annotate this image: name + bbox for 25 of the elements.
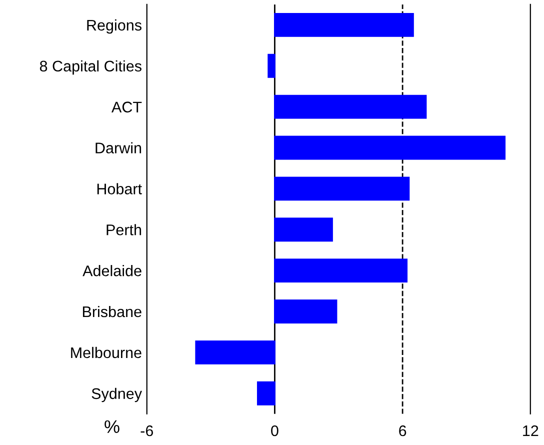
y-tick-label: Darwin [96, 142, 142, 154]
x-tick-label: 0 [271, 425, 278, 436]
y-tick-label: Melbourne [71, 346, 142, 358]
bar [274, 218, 333, 242]
bar [274, 12, 414, 37]
y-tick-label: Adelaide [82, 265, 142, 276]
bar [274, 176, 410, 201]
y-tick-label: ACT [111, 102, 142, 112]
y-tick-label: Sydney [92, 388, 142, 402]
bar [274, 94, 427, 119]
y-tick-label: Brisbane [82, 306, 142, 318]
bar [268, 54, 276, 78]
x-tick-label: 12 [523, 425, 538, 436]
y-tick-label: Hobart [97, 183, 142, 194]
y-tick-label: Perth [106, 224, 142, 236]
bar [274, 258, 408, 283]
bar [195, 340, 276, 364]
x-axis-title: % [104, 420, 120, 433]
bar [274, 136, 506, 160]
bar [256, 381, 276, 406]
y-tick-label: 8 Capital Cities [40, 60, 142, 75]
y-tick-label: Regions [87, 19, 142, 34]
x-tick-label: 6 [399, 425, 406, 436]
bar [274, 300, 338, 324]
x-tick-label: -6 [140, 425, 153, 436]
